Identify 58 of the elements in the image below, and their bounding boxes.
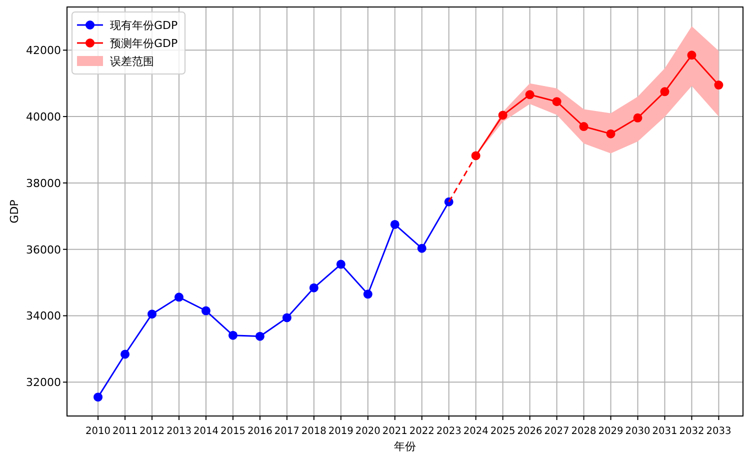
x-tick-label: 2010 xyxy=(86,426,111,437)
x-tick-label: 2014 xyxy=(193,426,219,437)
point xyxy=(336,260,346,269)
y-tick-label: 38000 xyxy=(26,176,61,190)
x-tick-label: 2018 xyxy=(301,426,327,437)
point xyxy=(471,151,480,160)
x-tick-label: 2025 xyxy=(490,426,516,437)
point xyxy=(255,332,264,341)
point xyxy=(579,122,588,132)
y-axis-title: GDP xyxy=(8,199,21,224)
legend-label: 误差范围 xyxy=(110,55,154,68)
x-tick-label: 2028 xyxy=(571,426,597,437)
y-tick-label: 42000 xyxy=(26,44,61,58)
point xyxy=(201,306,210,316)
point xyxy=(174,292,184,302)
y-tick-label: 34000 xyxy=(26,310,61,323)
point xyxy=(660,87,670,96)
x-tick-label: 2012 xyxy=(140,426,165,437)
x-tick-label: 2023 xyxy=(436,426,462,437)
x-tick-label: 2019 xyxy=(328,426,354,437)
x-tick-label: 2017 xyxy=(274,426,300,437)
x-tick-label: 2027 xyxy=(544,426,570,437)
x-tick-label: 2021 xyxy=(382,426,408,437)
x-tick-label: 2029 xyxy=(598,426,624,437)
x-axis-title: 年份 xyxy=(394,440,416,453)
x-tick-label: 2030 xyxy=(625,426,651,437)
x-tick-label: 2032 xyxy=(679,426,705,437)
y-tick-label: 40000 xyxy=(26,110,61,124)
x-tick-label: 2015 xyxy=(220,426,246,437)
point xyxy=(363,290,372,299)
x-tick-label: 2024 xyxy=(463,426,489,437)
x-tick-label: 2033 xyxy=(706,426,732,437)
point xyxy=(120,350,130,359)
point xyxy=(148,310,157,319)
y-tick-label: 32000 xyxy=(26,376,61,390)
x-tick-label: 2020 xyxy=(355,426,381,437)
point xyxy=(390,220,400,229)
x-tick-label: 2013 xyxy=(166,426,192,437)
x-tick-label: 2026 xyxy=(517,426,543,437)
point xyxy=(282,313,292,322)
point xyxy=(606,129,616,138)
point xyxy=(417,244,426,253)
point xyxy=(94,392,103,402)
point xyxy=(687,50,696,60)
x-tick-label: 2022 xyxy=(409,426,435,437)
point xyxy=(498,110,508,120)
legend-label: 预测年份GDP xyxy=(110,37,178,50)
x-tick-label: 2011 xyxy=(112,426,138,437)
point xyxy=(633,113,642,122)
point xyxy=(552,97,562,106)
point xyxy=(228,330,238,340)
point xyxy=(309,283,318,292)
y-tick-label: 36000 xyxy=(26,243,61,256)
x-tick-label: 2016 xyxy=(247,426,273,437)
point xyxy=(714,80,724,90)
x-tick-label: 2031 xyxy=(652,426,678,437)
legend-label: 现有年份GDP xyxy=(110,19,178,32)
point xyxy=(525,90,534,100)
